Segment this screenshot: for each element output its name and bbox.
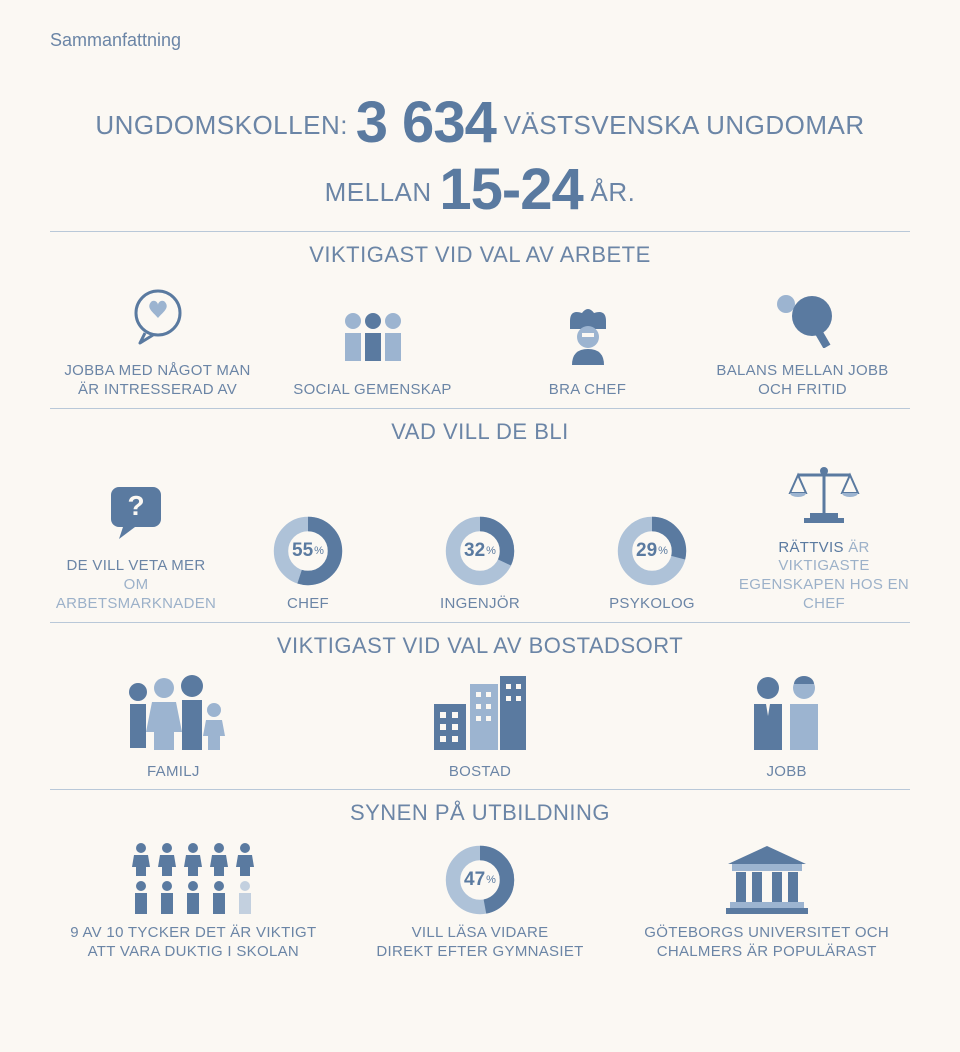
divider-2 <box>50 408 910 409</box>
donut-psykolog: 29% PSYKOLOG <box>566 515 738 614</box>
section4-row: 9 AV 10 TYCKER DET ÄR VIKTIGT ATT VARA D… <box>50 840 910 962</box>
headline-big2: 15-24 <box>439 157 582 222</box>
section3-row: FAMILJ BOSTAD <box>50 673 910 782</box>
section4-center: 47% VILL LÄSA VIDARE DIREKT EFTER GYMNAS… <box>337 844 624 962</box>
headline-suffix: ÅR. <box>591 177 636 207</box>
section3-title: VIKTIGAST VID VAL AV BOSTADSORT <box>50 633 910 659</box>
section1-item-3: BALANS MELLAN JOBB OCH FRITID <box>695 282 910 400</box>
section2-title: VAD VILL DE BLI <box>50 419 910 445</box>
page-title: Sammanfattning <box>50 30 910 51</box>
section1-title: VIKTIGAST VID VAL AV ARBETE <box>50 242 910 268</box>
section4-left-caption: 9 AV 10 TYCKER DET ÄR VIKTIGT ATT VARA D… <box>70 924 316 962</box>
section3-item-0: FAMILJ <box>50 673 297 782</box>
donut-psykolog-label: PSYKOLOG <box>609 595 695 614</box>
section2-left: ? DE VILL VETA MER OM ARBETSMARKNADEN <box>50 477 222 613</box>
section2-row: ? DE VILL VETA MER OM ARBETSMARKNADEN 55… <box>50 459 910 614</box>
donut-32: 32% <box>444 515 516 587</box>
section4-left: 9 AV 10 TYCKER DET ÄR VIKTIGT ATT VARA D… <box>50 840 337 962</box>
section3-caption-2: JOBB <box>766 763 806 782</box>
section3-item-2: JOBB <box>663 673 910 782</box>
section1-caption-3: BALANS MELLAN JOBB OCH FRITID <box>716 362 888 400</box>
section1-caption-0: JOBBA MED NÅGOT MAN ÄR INTRESSERAD AV <box>64 362 250 400</box>
section2-right: RÄTTVIS ÄR VIKTIGASTE EGENSKAPEN HOS EN … <box>738 459 910 614</box>
headline: UNGDOMSKOLLEN: 3 634 VÄSTSVENSKA UNGDOMA… <box>50 89 910 223</box>
svg-text:?: ? <box>127 490 144 521</box>
city-icon <box>430 673 530 755</box>
section4-title: SYNEN PÅ UTBILDNING <box>50 800 910 826</box>
section4-right-caption: GÖTEBORGS UNIVERSITET OCH CHALMERS ÄR PO… <box>644 924 889 962</box>
donut-47: 47% <box>444 844 516 916</box>
section2-right-caption: RÄTTVIS ÄR VIKTIGASTE EGENSKAPEN HOS EN … <box>738 539 910 614</box>
business-people-icon <box>742 673 832 755</box>
ten-people-icon <box>118 840 268 916</box>
divider-3 <box>50 622 910 623</box>
section2-left-caption: DE VILL VETA MER OM ARBETSMARKNADEN <box>50 557 222 613</box>
section1-caption-2: BRA CHEF <box>549 381 626 400</box>
section1-row: JOBBA MED NÅGOT MAN ÄR INTRESSERAD AV SO… <box>50 282 910 400</box>
section4-right: GÖTEBORGS UNIVERSITET OCH CHALMERS ÄR PO… <box>623 840 910 962</box>
section3-item-1: BOSTAD <box>357 673 604 782</box>
section1-item-2: BRA CHEF <box>480 301 695 400</box>
family-icon <box>118 673 228 755</box>
donut-ingenjor-label: INGENJÖR <box>440 595 520 614</box>
speech-heart-icon <box>123 282 193 354</box>
chef-icon <box>562 301 614 373</box>
headline-prefix: UNGDOMSKOLLEN: <box>95 110 348 140</box>
divider-1 <box>50 231 910 232</box>
donut-29: 29% <box>616 515 688 587</box>
people-group-icon <box>333 301 413 373</box>
section3-caption-1: BOSTAD <box>449 763 511 782</box>
university-icon <box>722 840 812 916</box>
question-icon: ? <box>105 477 167 549</box>
headline-big1: 3 634 <box>356 90 496 155</box>
section1-item-1: SOCIAL GEMENSKAP <box>265 301 480 400</box>
donut-chef-label: CHEF <box>287 595 329 614</box>
section1-caption-1: SOCIAL GEMENSKAP <box>293 381 451 400</box>
section4-center-caption: VILL LÄSA VIDARE DIREKT EFTER GYMNASIET <box>376 924 583 962</box>
donut-55: 55% <box>272 515 344 587</box>
donut-chef: 55% CHEF <box>222 515 394 614</box>
scales-icon <box>784 459 864 531</box>
section1-item-0: JOBBA MED NÅGOT MAN ÄR INTRESSERAD AV <box>50 282 265 400</box>
donut-ingenjor: 32% INGENJÖR <box>394 515 566 614</box>
section3-caption-0: FAMILJ <box>147 763 200 782</box>
divider-4 <box>50 789 910 790</box>
pingpong-icon <box>768 282 838 354</box>
